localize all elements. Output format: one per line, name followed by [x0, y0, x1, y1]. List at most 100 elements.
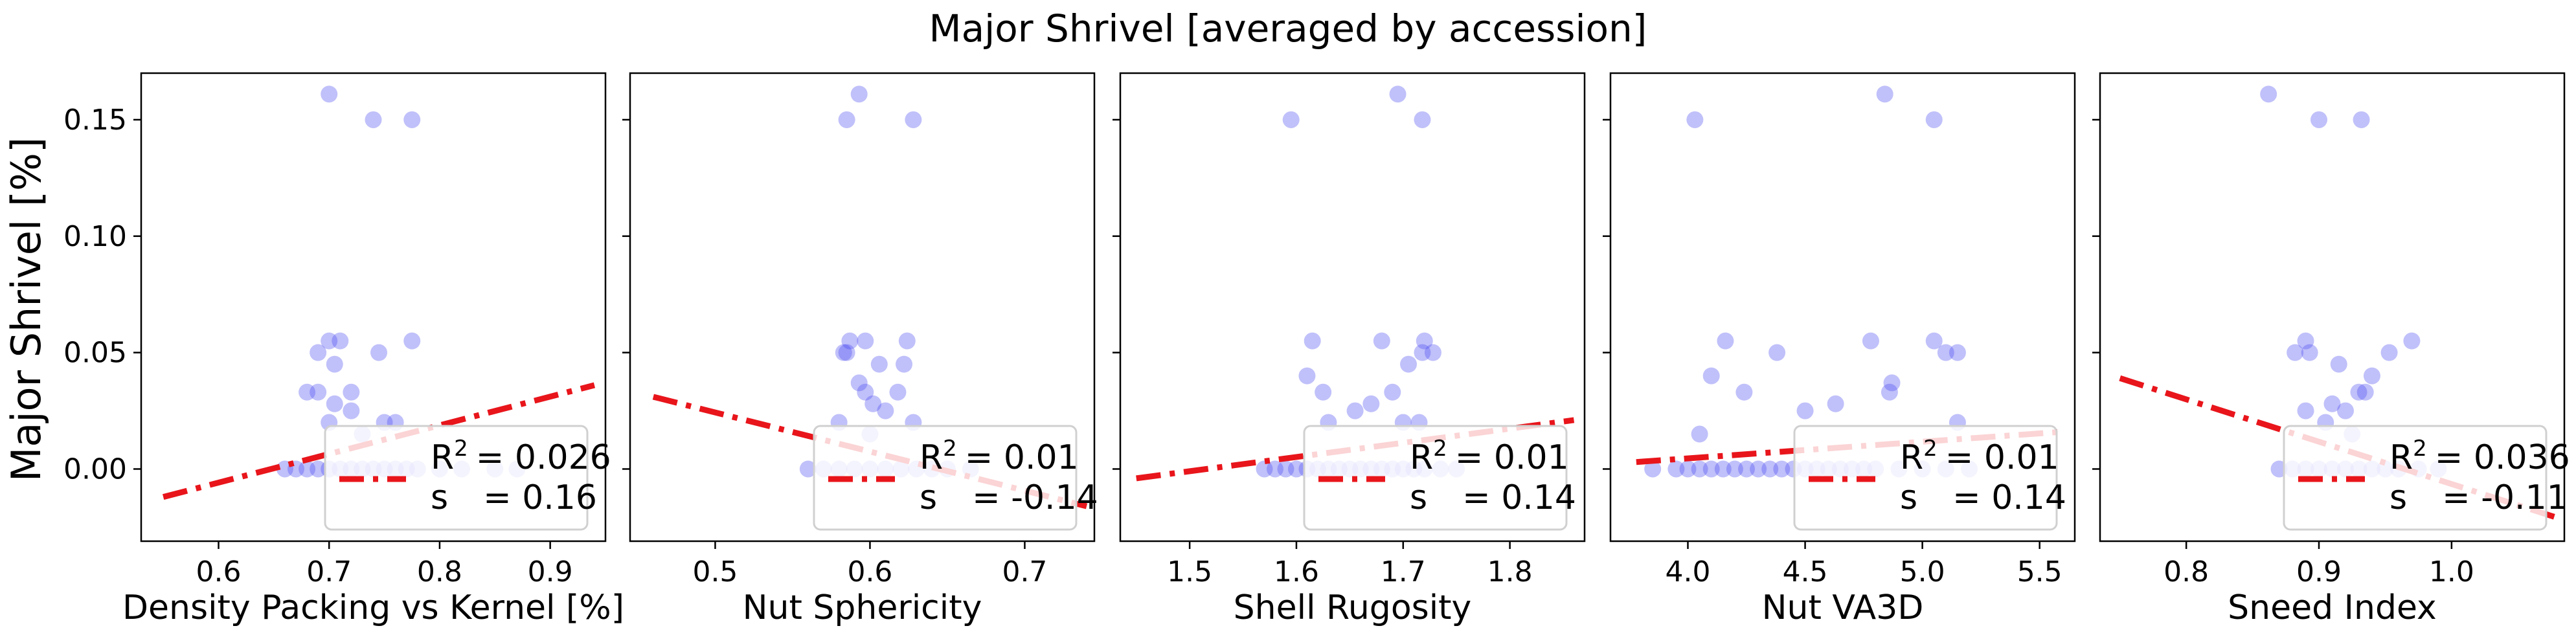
data-point: [850, 85, 868, 103]
data-point: [850, 374, 868, 392]
data-point: [1702, 367, 1720, 385]
scatter-points: [1256, 85, 1465, 478]
legend-s-value: = -0.14: [972, 478, 1098, 517]
data-point: [1298, 367, 1316, 385]
legend-slope: s = -0.11: [2390, 478, 2568, 517]
x-tick-label: 0.6: [847, 555, 892, 588]
data-point: [1277, 460, 1294, 478]
legend-r2-sup: 2: [1433, 436, 1447, 462]
legend-slope: s = 0.14: [1410, 478, 1576, 517]
data-point: [1686, 111, 1704, 128]
data-point: [1925, 111, 1943, 128]
legend-r2: R2 = 0.01: [1900, 436, 2059, 477]
data-point: [2301, 344, 2318, 361]
data-point: [2403, 332, 2421, 350]
legend: R2 = 0.01 s = -0.14: [813, 425, 1098, 531]
data-point: [898, 332, 916, 350]
data-point: [857, 383, 874, 401]
y-tick-label: 0.10: [63, 220, 127, 253]
x-tick-label: 0.7: [306, 555, 352, 588]
legend-r2: R2 = 0.01: [920, 436, 1079, 477]
data-point: [1679, 460, 1697, 478]
legend-r2-value: = 0.036: [2435, 438, 2570, 477]
data-point: [1667, 460, 1685, 478]
legend-s-value: = -0.11: [2442, 478, 2568, 517]
data-point: [2353, 111, 2370, 128]
data-point: [799, 460, 817, 478]
x-tick-label: 1.6: [1274, 555, 1319, 588]
data-point: [2297, 402, 2314, 419]
x-axis-label: Nut Sphericity: [743, 588, 982, 627]
data-point: [1862, 332, 1879, 350]
data-point: [310, 383, 327, 401]
data-point: [857, 332, 874, 350]
legend-s-value: = 0.14: [1952, 478, 2066, 517]
data-point: [1346, 402, 1364, 419]
legend-r2: R2 = 0.01: [1410, 436, 1569, 477]
data-point: [838, 344, 855, 361]
data-point: [332, 332, 349, 350]
legend-box: [813, 425, 1078, 531]
data-point: [1424, 344, 1441, 361]
legend-r2-value: = 0.01: [965, 438, 1079, 477]
data-point: [2350, 383, 2367, 401]
data-point: [1267, 460, 1283, 478]
legend-r2-value: = 0.026: [476, 438, 611, 477]
data-point: [2310, 111, 2328, 128]
legend-slope: s = 0.16: [431, 478, 597, 517]
data-point: [2287, 344, 2304, 361]
data-point: [896, 355, 913, 373]
data-point: [1881, 383, 1898, 401]
figure-title: Major Shrivel [averaged by accession]: [929, 6, 1647, 50]
data-point: [870, 355, 888, 373]
x-tick-label: 0.6: [196, 555, 242, 588]
data-point: [2336, 402, 2354, 419]
data-point: [1304, 332, 1321, 350]
data-point: [310, 460, 327, 478]
data-point: [835, 344, 852, 361]
axes-frame: [140, 72, 607, 542]
regression-line: [163, 382, 596, 500]
data-point: [1735, 383, 1753, 401]
legend-r2-sup: 2: [2413, 436, 2427, 462]
legend-s-value: = 0.14: [1462, 478, 1576, 517]
data-point: [310, 344, 327, 361]
data-point: [864, 395, 882, 412]
data-point: [838, 111, 855, 128]
x-tick-label: 1.5: [1167, 555, 1212, 588]
data-point: [365, 111, 382, 128]
data-point: [1373, 332, 1390, 350]
panel-3: R2 = 0.01 s = 0.14 1.5 1.6 1.7 1.8 Shell Rugosit…: [1113, 72, 1586, 627]
scatter-points: [2260, 85, 2447, 478]
scatter-points: [276, 85, 526, 478]
data-point: [1691, 425, 1708, 443]
data-point: [1691, 460, 1708, 478]
legend-r2-sup: 2: [454, 436, 468, 462]
legend-s-label: s: [1900, 478, 1917, 517]
x-tick-label: 1.8: [1487, 555, 1533, 588]
legend-r2: R2 = 0.026: [431, 436, 611, 477]
legend-slope: s = 0.14: [1900, 478, 2066, 517]
x-tick-label: 1.7: [1381, 555, 1426, 588]
legend-s-label: s: [431, 478, 448, 517]
legend-s-label: s: [920, 478, 937, 517]
data-point: [1883, 374, 1901, 392]
data-point: [1949, 344, 1966, 361]
data-point: [1315, 383, 1332, 401]
legend-r2-value: = 0.01: [1455, 438, 1569, 477]
x-tick-label: 0.8: [2164, 555, 2209, 588]
data-point: [326, 355, 343, 373]
data-point: [370, 344, 388, 361]
data-point: [2323, 395, 2341, 412]
data-point: [1768, 344, 1786, 361]
legend-slope: s = -0.14: [920, 478, 1098, 517]
data-point: [1750, 460, 1767, 478]
legend: R2 = 0.01 s = 0.14: [1303, 425, 1576, 531]
data-point: [299, 383, 316, 401]
data-point: [1414, 111, 1431, 128]
x-tick-label: 1.0: [2429, 555, 2474, 588]
data-point: [1738, 460, 1756, 478]
legend-r2-label: R: [920, 438, 943, 477]
